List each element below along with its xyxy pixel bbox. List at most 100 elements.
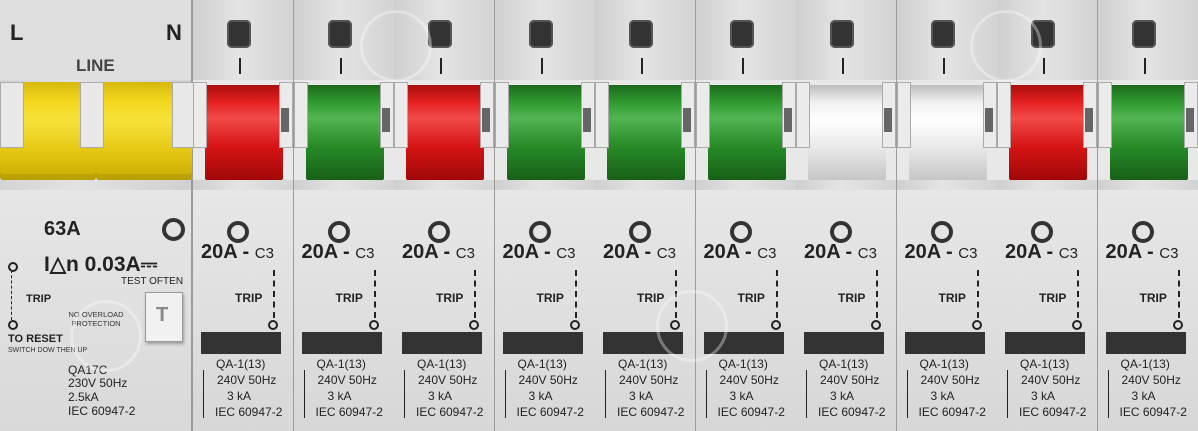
mcb-trip-label: TRIP: [536, 291, 564, 305]
mcb-voltage: 240V 50Hz: [1121, 373, 1181, 387]
mcb-dot-icon: [1072, 320, 1082, 330]
rating-value: 20A -: [301, 241, 350, 263]
mcb-slot: [783, 108, 792, 132]
curve-value: C3: [656, 245, 676, 262]
mcb-rating: 20A - C3: [201, 241, 274, 264]
mcb-indicator-ring-icon: [830, 221, 852, 243]
mcb-indicator-ring-icon: [629, 221, 651, 243]
mcb-breaking-capacity: 3 kA: [930, 389, 955, 403]
curve-value: C3: [1058, 245, 1078, 262]
mcb-rating: 20A - C3: [603, 241, 676, 264]
mcb-rating: 20A - C3: [503, 241, 576, 264]
mcb-circuit-symbol-icon: [705, 370, 717, 418]
mcb-breaker-1: 20A - C3 TRIP QA-1(13) 240V 50Hz 3 kA IE…: [193, 0, 294, 431]
mcb-model: QA-1(13): [517, 357, 567, 371]
test-button-symbol: T: [156, 304, 169, 326]
mcb-indicator-ring-icon: [1031, 221, 1053, 243]
mcb-clip-left: [494, 82, 509, 148]
mcb-trip-arrow-icon: [775, 270, 778, 318]
mcb-toggle[interactable]: [305, 85, 384, 180]
mcb-standard: IEC 60947-2: [315, 405, 383, 419]
mcb-model: QA-1(13): [1020, 357, 1070, 371]
mcb-model: QA-1(13): [417, 357, 467, 371]
mcb-indicator-ring-icon: [528, 221, 551, 243]
mcb-breaker-4: 20A - C3 TRIP QA-1(13) 240V 50Hz 3 kA IE…: [494, 0, 596, 431]
rating-value: 20A -: [804, 241, 853, 263]
mcb-trip-label: TRIP: [938, 291, 966, 305]
test-button[interactable]: T: [145, 292, 183, 342]
curve-value: C3: [355, 245, 375, 262]
mcb-toggle[interactable]: [1009, 85, 1087, 180]
mcb-label-strip: [804, 332, 884, 354]
mcb-model: QA-1(13): [216, 357, 266, 371]
curve-value: C3: [254, 245, 274, 262]
rcd-top-dot-icon: [8, 262, 18, 272]
mcb-standard: IEC 60947-2: [416, 405, 484, 419]
mcb-trip-label: TRIP: [436, 291, 464, 305]
mcb-slot: [1085, 108, 1093, 132]
mcb-label-strip: [201, 332, 281, 354]
mcb-toggle[interactable]: [506, 85, 585, 180]
status-window-icon: [930, 20, 955, 48]
mcb-breaker-8: 20A - C3 TRIP QA-1(13) 240V 50Hz 3 kA IE…: [896, 0, 998, 431]
mcb-toggle[interactable]: [205, 85, 283, 180]
mcb-breaking-capacity: 3 kA: [830, 389, 855, 403]
mcb-toggle[interactable]: [1109, 85, 1188, 180]
mcb-clip-left: [695, 82, 710, 148]
status-window-icon: [428, 20, 452, 48]
mcb-clip-left: [997, 82, 1011, 148]
curve-value: C3: [757, 245, 777, 262]
mcb-trip-arrow-icon: [474, 270, 476, 318]
rcd-bottom-dot-icon: [8, 320, 18, 330]
mcb-voltage: 240V 50Hz: [317, 373, 377, 387]
mcb-label-strip: [1005, 332, 1085, 354]
mcb-label-strip: [502, 332, 583, 354]
rcd-clip-middle: [80, 82, 104, 148]
mcb-breaking-capacity: 3 kA: [729, 389, 754, 403]
mcb-standard: IEC 60947-2: [617, 405, 685, 419]
mcb-slot: [884, 108, 892, 132]
status-window-icon: [830, 20, 854, 48]
mcb-rating: 20A - C3: [1005, 241, 1078, 264]
curve-value: C3: [455, 245, 475, 262]
mcb-trip-arrow-icon: [373, 270, 376, 318]
mcb-dot-icon: [268, 320, 278, 330]
mcb-breaking-capacity: 3 kA: [227, 389, 252, 403]
mcb-trip-label: TRIP: [235, 291, 263, 305]
mcb-indicator-ring-icon: [327, 221, 350, 243]
mcb-slot: [984, 108, 993, 132]
mcb-trip-label: TRIP: [1139, 291, 1167, 305]
mcb-dot-icon: [368, 320, 379, 330]
on-mark-icon: [942, 58, 945, 74]
mcb-toggle[interactable]: [808, 85, 886, 180]
mcb-circuit-symbol-icon: [504, 370, 516, 418]
curve-value: C3: [958, 245, 978, 262]
on-mark-icon: [842, 58, 844, 74]
on-mark-icon: [239, 58, 241, 74]
curve-value: C3: [556, 245, 576, 262]
mcb-dot-icon: [770, 320, 781, 330]
mcb-trip-arrow-icon: [273, 270, 275, 318]
mcb-toggle[interactable]: [707, 85, 786, 180]
on-mark-icon: [641, 58, 643, 74]
mcb-standard: IEC 60947-2: [918, 405, 986, 419]
mcb-model: QA-1(13): [618, 357, 668, 371]
mcb-dot-icon: [469, 320, 479, 330]
mcb-voltage: 240V 50Hz: [719, 373, 779, 387]
mcb-clip-left: [1097, 82, 1112, 148]
mcb-model: QA-1(13): [1120, 357, 1170, 371]
mcb-circuit-symbol-icon: [1107, 370, 1119, 418]
mcb-toggle[interactable]: [406, 85, 484, 180]
rcd-trip-arrow-icon: [11, 270, 18, 320]
rcd-trip-label: TRIP: [26, 293, 52, 305]
mcb-rating: 20A - C3: [905, 241, 978, 264]
mcb-breaking-capacity: 3 kA: [629, 389, 654, 403]
mcb-slot: [381, 108, 390, 132]
line-label: LINE: [76, 56, 115, 75]
mcb-toggle[interactable]: [908, 85, 987, 180]
status-window-icon: [327, 20, 352, 48]
mcb-toggle[interactable]: [607, 85, 685, 180]
mcb-circuit-symbol-icon: [806, 370, 817, 418]
mcb-breaker-3: 20A - C3 TRIP QA-1(13) 240V 50Hz 3 kA IE…: [394, 0, 495, 431]
neutral-terminal-label: N: [166, 20, 182, 45]
